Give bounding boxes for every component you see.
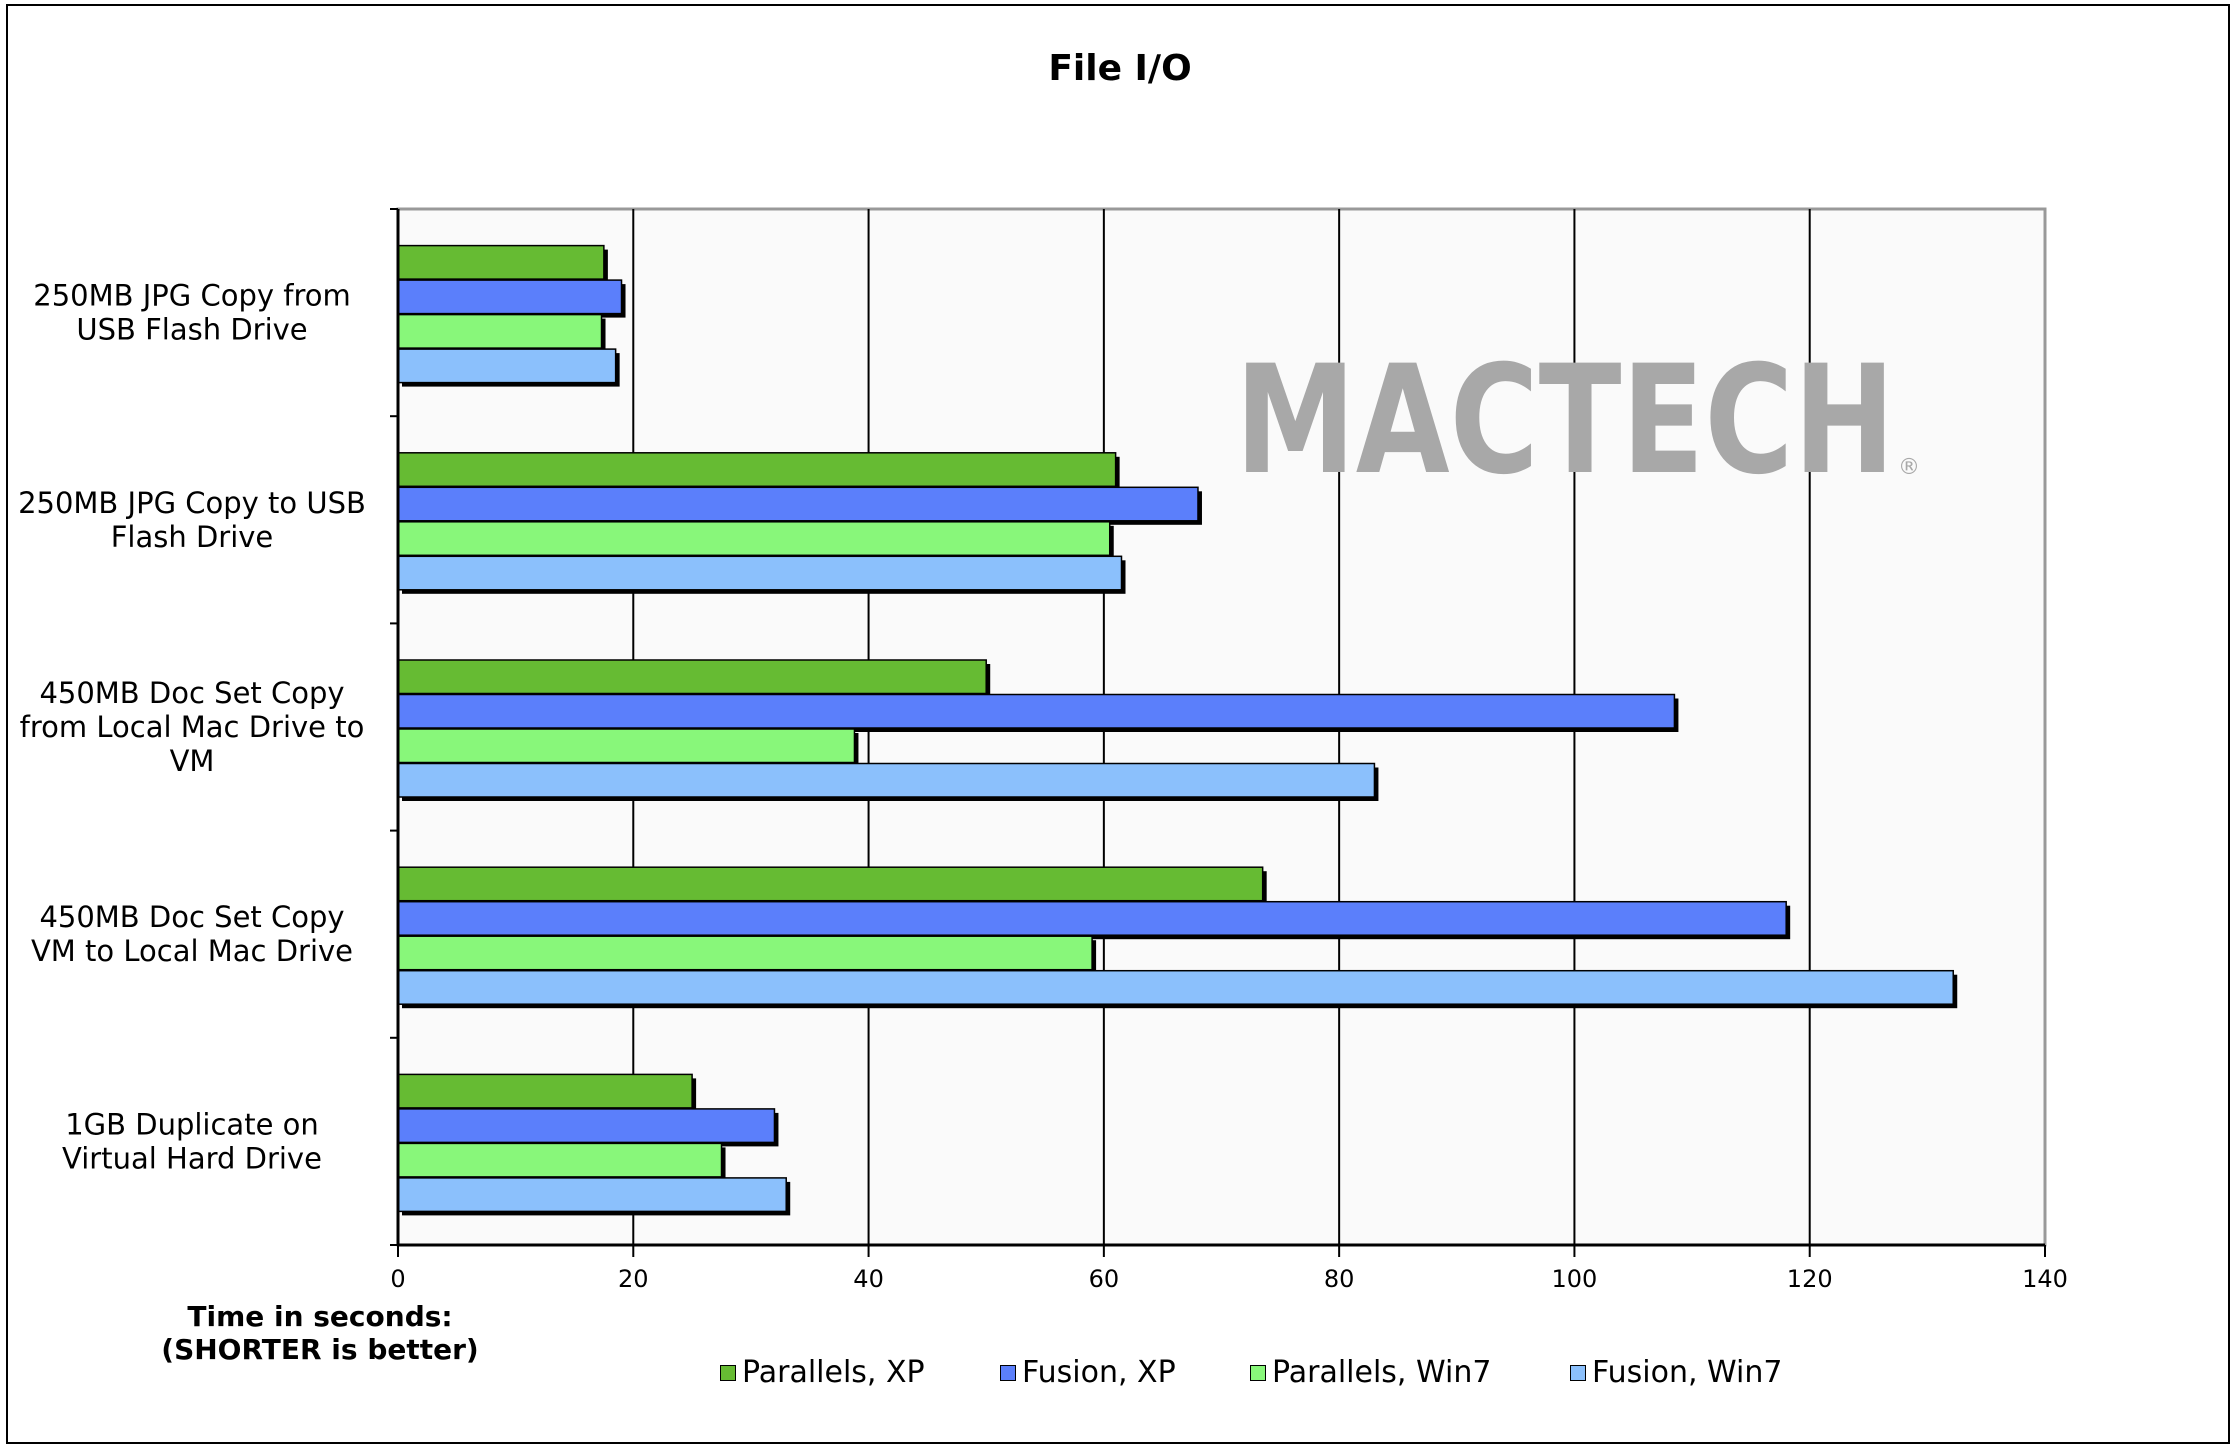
category-label-line: from Local Mac Drive to — [20, 710, 365, 744]
legend-swatch — [720, 1364, 736, 1381]
axes — [390, 208, 2046, 1257]
legend-swatch — [1570, 1364, 1586, 1381]
bar — [397, 279, 623, 315]
bar — [397, 900, 1787, 936]
x-tick-label: 20 — [618, 1265, 649, 1293]
legend-item: Parallels, Win7 — [1250, 1355, 1491, 1390]
category-label-line: 450MB Doc Set Copy — [39, 676, 344, 710]
watermark-text: MACTECH — [1235, 334, 1895, 508]
bar — [397, 1073, 693, 1109]
category-label-line: Flash Drive — [111, 520, 274, 554]
category-label: 250MB JPG Copy from USB Flash Drive — [33, 279, 351, 347]
bar — [397, 693, 1676, 729]
bar — [397, 555, 1123, 591]
legend-item: Fusion, Win7 — [1570, 1355, 1782, 1390]
bar — [397, 486, 1199, 522]
legend-item: Fusion, XP — [1000, 1355, 1176, 1390]
bar — [397, 521, 1111, 557]
bar — [397, 969, 1954, 1005]
bar — [397, 452, 1117, 488]
bar — [397, 1142, 723, 1178]
category-label-line: VM to Local Mac Drive — [31, 934, 353, 968]
bar — [397, 659, 987, 695]
x-tick-labels: 0 20 40 60 80 100 120 140 — [390, 1265, 2068, 1293]
legend-label: Parallels, Win7 — [1272, 1355, 1492, 1390]
bar — [397, 935, 1093, 971]
category-label: 250MB JPG Copy to USB Flash Drive — [18, 486, 366, 554]
x-axis-note: (SHORTER is better) — [161, 1333, 479, 1366]
legend-label: Parallels, XP — [742, 1355, 925, 1390]
category-labels: 250MB JPG Copy from USB Flash Drive250MB … — [18, 279, 366, 1176]
x-tick-label: 120 — [1787, 1265, 1833, 1293]
category-label-line: 250MB JPG Copy to USB — [18, 486, 366, 520]
bar — [397, 728, 856, 764]
category-label-line: VM — [170, 744, 215, 778]
category-label-line: 450MB Doc Set Copy — [39, 900, 344, 934]
x-tick-label: 80 — [1324, 1265, 1355, 1293]
category-label: 450MB Doc Set Copy VM to Local Mac Drive — [31, 900, 353, 968]
bar — [397, 866, 1264, 902]
category-label-line: 250MB JPG Copy from — [33, 279, 351, 313]
x-axis-label: Time in seconds: (SHORTER is better) — [110, 1300, 530, 1366]
bar — [397, 1177, 787, 1213]
legend-label: Fusion, XP — [1022, 1355, 1176, 1390]
x-tick-label: 100 — [1552, 1265, 1598, 1293]
x-tick-label: 0 — [390, 1265, 405, 1293]
bar — [397, 762, 1376, 798]
bar — [397, 244, 605, 280]
chart-title: File I/O — [1048, 48, 1192, 89]
bar — [397, 1108, 776, 1144]
mactech-watermark-logo: MACTECH ® — [1235, 334, 1920, 508]
bar — [397, 313, 603, 349]
legend-swatch — [1000, 1364, 1016, 1381]
bar — [397, 348, 617, 384]
x-tick-label: 60 — [1089, 1265, 1120, 1293]
category-label: 450MB Doc Set Copy from Local Mac Drive t… — [20, 676, 365, 778]
x-tick-label: 40 — [853, 1265, 884, 1293]
category-label-line: 1GB Duplicate on — [65, 1107, 319, 1141]
category-label-line: USB Flash Drive — [76, 313, 307, 347]
category-label: 1GB Duplicate on Virtual Hard Drive — [62, 1107, 322, 1175]
registered-mark: ® — [1898, 455, 1920, 480]
legend-label: Fusion, Win7 — [1592, 1355, 1783, 1390]
legend-item: Parallels, XP — [720, 1355, 925, 1390]
x-axis-title: Time in seconds: — [187, 1300, 453, 1333]
x-tick-label: 140 — [2022, 1265, 2068, 1293]
legend-swatch — [1250, 1364, 1266, 1381]
category-label-line: Virtual Hard Drive — [62, 1141, 322, 1175]
